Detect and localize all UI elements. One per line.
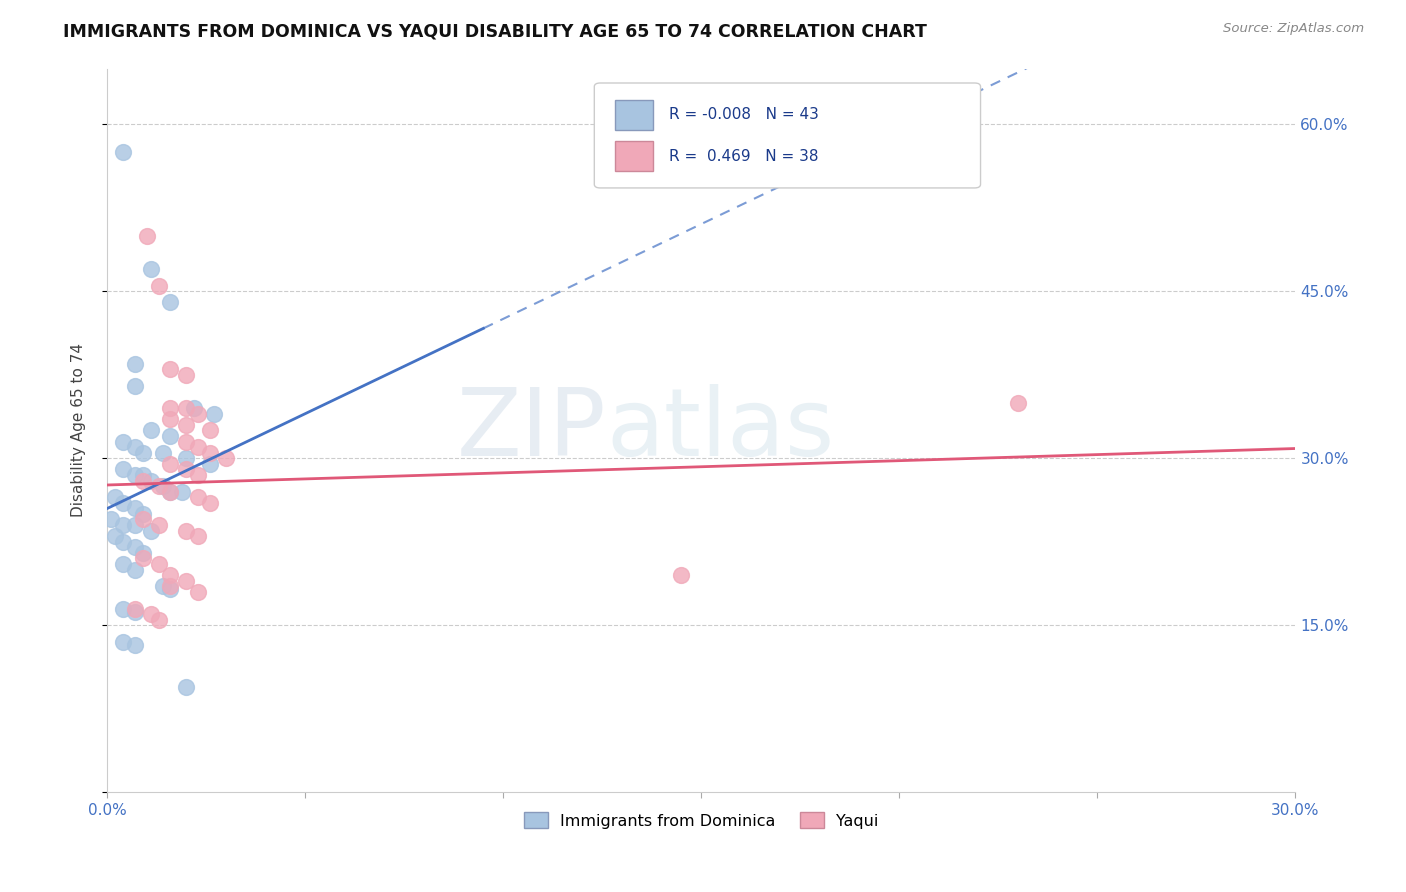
Point <box>176 368 198 382</box>
Point <box>132 445 155 459</box>
Point <box>159 457 181 471</box>
Point <box>111 496 134 510</box>
Point <box>215 451 238 466</box>
Point <box>152 479 174 493</box>
Point <box>176 451 198 466</box>
Point <box>176 524 198 538</box>
Point <box>104 490 127 504</box>
Text: Source: ZipAtlas.com: Source: ZipAtlas.com <box>1223 22 1364 36</box>
Point <box>198 445 221 459</box>
Point <box>124 501 146 516</box>
Point <box>124 605 146 619</box>
Point <box>139 424 162 438</box>
Y-axis label: Disability Age 65 to 74: Disability Age 65 to 74 <box>72 343 86 517</box>
Point <box>124 541 146 555</box>
Point <box>159 429 181 443</box>
Point <box>139 262 162 277</box>
Point <box>132 474 155 488</box>
Point <box>111 601 134 615</box>
Point <box>132 512 155 526</box>
Point <box>198 424 221 438</box>
FancyBboxPatch shape <box>614 100 652 130</box>
Point <box>124 638 146 652</box>
Point <box>159 582 181 596</box>
Point <box>124 440 146 454</box>
Point <box>111 145 134 159</box>
Point <box>139 607 162 622</box>
Point <box>176 401 198 416</box>
Point <box>183 401 205 416</box>
Point <box>111 462 134 476</box>
Point <box>176 417 198 432</box>
Point <box>111 434 134 449</box>
Point <box>100 512 122 526</box>
Text: atlas: atlas <box>606 384 834 476</box>
Point <box>124 379 146 393</box>
Point <box>176 462 198 476</box>
Point <box>1007 395 1029 409</box>
FancyBboxPatch shape <box>614 141 652 171</box>
Point <box>187 585 209 599</box>
Point <box>124 601 146 615</box>
Point <box>111 518 134 533</box>
Point <box>198 457 221 471</box>
Point <box>176 574 198 588</box>
Point <box>159 295 181 310</box>
Point <box>172 484 194 499</box>
Point <box>148 518 170 533</box>
Point <box>159 401 181 416</box>
Point <box>135 228 157 243</box>
Point <box>159 579 181 593</box>
Point <box>202 407 225 421</box>
Legend: Immigrants from Dominica, Yaqui: Immigrants from Dominica, Yaqui <box>517 805 886 835</box>
Point <box>132 467 155 482</box>
Point <box>104 529 127 543</box>
Text: R = -0.008   N = 43: R = -0.008 N = 43 <box>669 107 820 122</box>
Point <box>148 613 170 627</box>
Point <box>159 568 181 582</box>
Point <box>148 278 170 293</box>
Point <box>152 445 174 459</box>
Point <box>148 479 170 493</box>
Point <box>187 440 209 454</box>
Point <box>176 434 198 449</box>
Point <box>124 357 146 371</box>
Point <box>152 579 174 593</box>
Text: IMMIGRANTS FROM DOMINICA VS YAQUI DISABILITY AGE 65 TO 74 CORRELATION CHART: IMMIGRANTS FROM DOMINICA VS YAQUI DISABI… <box>63 22 927 40</box>
Point <box>132 546 155 560</box>
Point <box>159 484 181 499</box>
Point <box>187 467 209 482</box>
Point <box>187 490 209 504</box>
Point <box>111 534 134 549</box>
Point <box>159 412 181 426</box>
Point <box>148 557 170 571</box>
Point <box>139 474 162 488</box>
Point <box>187 529 209 543</box>
Point <box>671 568 693 582</box>
Point <box>124 518 146 533</box>
Point <box>132 507 155 521</box>
Point <box>132 551 155 566</box>
Point <box>176 680 198 694</box>
Point <box>139 524 162 538</box>
Point <box>124 563 146 577</box>
Point <box>159 484 181 499</box>
Point <box>187 407 209 421</box>
Point <box>124 467 146 482</box>
FancyBboxPatch shape <box>595 83 980 188</box>
Text: R =  0.469   N = 38: R = 0.469 N = 38 <box>669 149 818 163</box>
Point <box>111 557 134 571</box>
Point <box>159 362 181 376</box>
Point <box>111 635 134 649</box>
Point <box>198 496 221 510</box>
Text: ZIP: ZIP <box>457 384 606 476</box>
